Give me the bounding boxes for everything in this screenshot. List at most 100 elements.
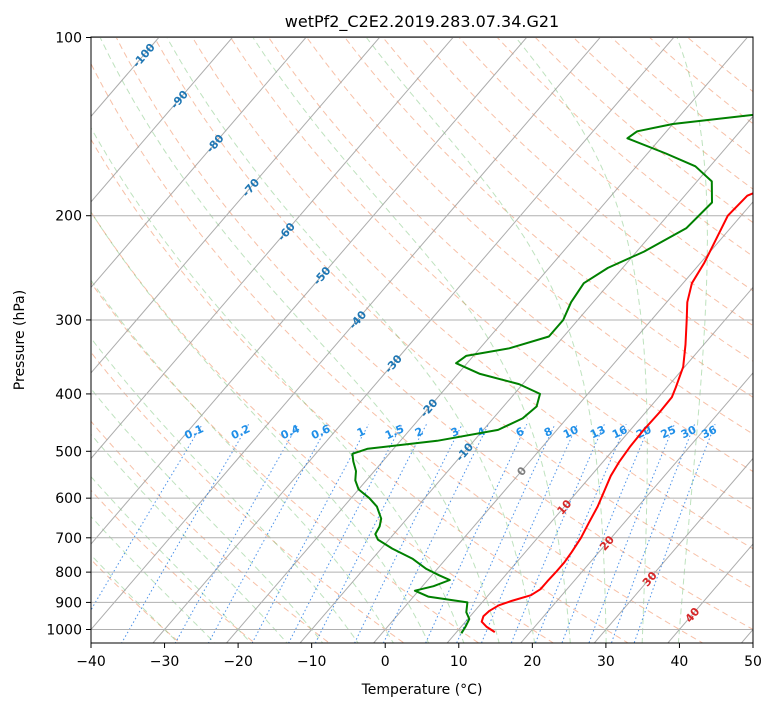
chart-title: wetPf2_C2E2.2019.283.07.34.G21 xyxy=(285,12,559,32)
mixing-ratio-line xyxy=(207,423,329,643)
x-tick-label: 30 xyxy=(597,654,615,670)
moist-adiabat-line xyxy=(91,279,394,643)
mixing-ratio-line xyxy=(588,424,675,643)
x-axis-label: Temperature (°C) xyxy=(361,682,483,698)
mixing-ratio-line xyxy=(456,423,556,643)
mixing-ratio-label: 2 xyxy=(413,425,425,440)
mixing-ratio-line xyxy=(174,423,299,643)
dry-adiabat-line xyxy=(91,351,405,643)
background-lines xyxy=(91,37,753,643)
isotherm-label: -100 xyxy=(130,41,158,71)
isotherm-line xyxy=(91,37,381,374)
moist-adiabat-line xyxy=(91,337,359,643)
x-tick-label: 40 xyxy=(671,654,689,670)
mixing-ratio-line xyxy=(251,423,370,643)
y-tick-label: 200 xyxy=(55,209,82,225)
isotherm-line xyxy=(372,201,753,643)
isotherm-line xyxy=(520,372,753,643)
moist-adiabat-line xyxy=(91,475,252,643)
isotherm-line xyxy=(91,37,602,631)
x-tick-label: 10 xyxy=(450,654,468,670)
mixing-ratio-line xyxy=(314,423,427,643)
y-tick-label: 600 xyxy=(55,491,82,507)
isotherm-line xyxy=(667,543,753,643)
y-tick-label: 300 xyxy=(55,313,82,329)
y-tick-label: 400 xyxy=(55,387,82,403)
mixing-ratio-line xyxy=(91,423,203,611)
isotherm-line xyxy=(152,37,675,643)
dry-adiabat-line xyxy=(91,420,331,643)
mixing-ratio-label: 13 xyxy=(588,423,607,441)
y-tick-label: 1000 xyxy=(46,623,82,639)
isotherm-line xyxy=(91,37,307,289)
moist-adiabat-line xyxy=(91,211,430,643)
profile-series xyxy=(351,113,753,634)
mixing-ratio-label: 0.2 xyxy=(229,422,252,442)
dry-adiabat-line xyxy=(91,558,181,643)
dry-adiabat-line xyxy=(115,37,753,631)
dry-adiabat-line xyxy=(91,281,480,643)
moist-adiabat-line xyxy=(91,388,324,643)
mixing-ratio-line xyxy=(288,423,403,643)
dry-adiabat-line xyxy=(496,37,753,257)
x-tick-label: −30 xyxy=(150,654,180,670)
dry-adiabat-line xyxy=(153,37,753,590)
series-line xyxy=(351,113,753,634)
dry-adiabat-line xyxy=(91,62,704,643)
dry-adiabat-line xyxy=(648,37,753,125)
mixing-ratio-label: 10 xyxy=(561,423,581,441)
dry-adiabat-line xyxy=(343,37,753,398)
mixing-ratio-label: 25 xyxy=(659,423,678,441)
mixing-ratio-label: 1.5 xyxy=(383,422,406,442)
y-tick-label: 900 xyxy=(55,595,82,611)
mixing-ratio-label: 36 xyxy=(700,423,720,441)
mixing-ratio-line xyxy=(121,423,250,643)
y-tick-label: 500 xyxy=(55,444,82,460)
mixing-ratio-label: 8 xyxy=(542,425,554,440)
dry-adiabat-line xyxy=(229,37,753,511)
moist-adiabat-line xyxy=(99,37,500,643)
y-axis-label: Pressure (hPa) xyxy=(12,290,28,390)
moist-adiabat-line xyxy=(252,37,571,643)
moist-adiabat-line xyxy=(366,37,607,643)
mixing-ratio-line xyxy=(561,424,651,643)
x-tick-label: 0 xyxy=(381,654,390,670)
y-tick-label: 100 xyxy=(55,31,82,47)
dry-adiabat-line xyxy=(91,138,629,643)
mixing-ratio-label: 1 xyxy=(355,425,367,440)
y-tick-label: 700 xyxy=(55,531,82,547)
mixing-ratio-line xyxy=(510,423,605,643)
mixing-ratio-line xyxy=(425,423,528,643)
mixing-ratio-label: 30 xyxy=(679,423,699,441)
y-axis: 1000 900 800 700 600 500 400 300 200 100 xyxy=(46,31,91,639)
dry-adiabat-line xyxy=(267,37,753,473)
isotherm-line xyxy=(225,37,749,643)
x-tick-label: −20 xyxy=(223,654,253,670)
dry-adiabat-line xyxy=(458,37,753,292)
isotherm-line xyxy=(446,286,753,643)
isotherm-line xyxy=(91,37,528,545)
dry-adiabat-line xyxy=(91,211,555,643)
x-tick-label: −10 xyxy=(297,654,327,670)
x-tick-label: 50 xyxy=(744,654,762,670)
x-tick-label: −40 xyxy=(76,654,106,670)
x-axis: −40 −30 −20 −10 0 10 20 30 40 50 xyxy=(76,643,762,670)
series-line xyxy=(480,192,753,633)
y-tick-label: 800 xyxy=(55,565,82,581)
dry-adiabat-line xyxy=(305,37,753,435)
mixing-ratio-line xyxy=(610,424,696,643)
moist-adiabat-line xyxy=(515,37,648,643)
mixing-ratio-label: 0.4 xyxy=(279,422,302,442)
mixing-ratio-line xyxy=(382,423,489,643)
mixing-ratio-label: 16 xyxy=(610,423,630,441)
dry-adiabat-line xyxy=(191,37,753,550)
isotherm-line xyxy=(91,37,234,203)
mixing-ratio-line xyxy=(480,423,578,643)
isotherm-line xyxy=(299,115,753,643)
moist-adiabat-line xyxy=(91,554,180,643)
moist-adiabat-line xyxy=(91,126,465,643)
x-tick-label: 20 xyxy=(523,654,541,670)
isotherm-line xyxy=(593,457,753,643)
moist-adiabat-line xyxy=(676,37,708,643)
